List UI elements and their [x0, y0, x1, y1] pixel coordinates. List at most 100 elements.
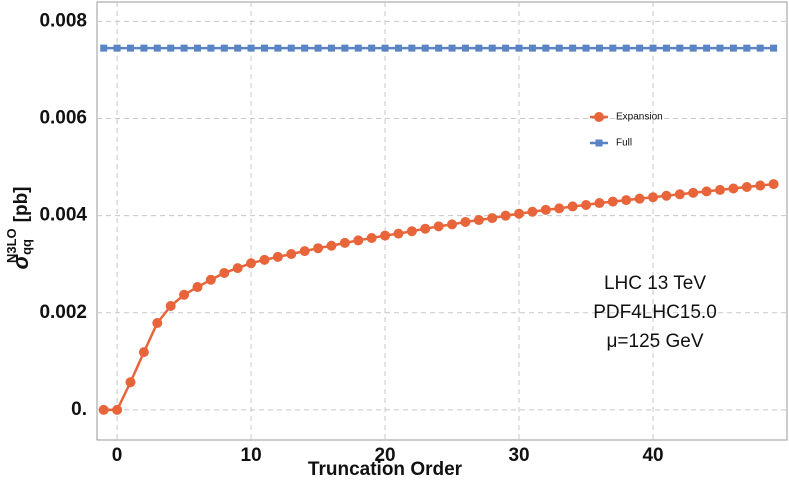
point: [125, 377, 136, 388]
x-axis-label: Truncation Order: [308, 459, 463, 480]
point: [554, 203, 565, 214]
marks: [98, 44, 779, 415]
point: [527, 206, 538, 217]
point: [487, 213, 498, 224]
y-tick-label: 0.006: [39, 108, 87, 129]
point: [581, 199, 592, 210]
point: [259, 254, 270, 265]
point: [327, 44, 335, 52]
point: [634, 193, 645, 204]
point: [743, 44, 751, 52]
y-label-superscript: N3LO: [4, 228, 19, 263]
point: [314, 44, 322, 52]
point: [729, 44, 737, 52]
point: [260, 44, 268, 52]
point: [113, 44, 121, 52]
point: [622, 44, 630, 52]
point: [447, 219, 458, 230]
point: [138, 347, 149, 358]
point: [728, 183, 739, 194]
point: [205, 274, 216, 285]
point: [542, 44, 550, 52]
point: [193, 44, 201, 52]
point: [381, 44, 389, 52]
point: [366, 232, 377, 243]
point: [609, 44, 617, 52]
point: [287, 44, 295, 52]
point: [661, 190, 672, 201]
point: [674, 189, 685, 200]
legend-swatch: [595, 139, 603, 147]
point: [207, 44, 215, 52]
point: [421, 44, 429, 52]
y-tick-label: 0.004: [39, 205, 87, 226]
point: [662, 44, 670, 52]
point: [246, 258, 257, 269]
point: [339, 237, 350, 248]
x-tick-label: 10: [241, 445, 262, 466]
point: [180, 44, 188, 52]
point: [368, 44, 376, 52]
legend-swatch: [594, 112, 604, 122]
point: [326, 240, 337, 251]
point: [380, 230, 391, 241]
point: [770, 44, 778, 52]
y-label-unit: [pb]: [11, 186, 32, 222]
point: [716, 44, 724, 52]
point: [768, 179, 779, 190]
point: [152, 317, 163, 328]
point: [299, 246, 310, 257]
point: [567, 201, 578, 212]
point: [394, 44, 402, 52]
point: [192, 282, 203, 293]
point: [234, 44, 242, 52]
point: [98, 404, 109, 415]
point: [755, 180, 766, 191]
x-tick-label: 0: [112, 445, 123, 466]
point: [140, 44, 148, 52]
point: [153, 44, 161, 52]
y-label-symbol: σ: [8, 254, 33, 270]
point: [179, 289, 190, 300]
point: [247, 44, 255, 52]
plot-frame: [96, 1, 788, 441]
point: [272, 251, 283, 262]
grid: [97, 2, 787, 440]
y-tick-label: 0.002: [39, 302, 87, 323]
point: [100, 44, 108, 52]
legend-label: Expansion: [616, 112, 663, 123]
annotation: μ=125 GeV: [606, 331, 703, 352]
point: [353, 235, 364, 246]
point: [528, 44, 536, 52]
point: [220, 44, 228, 52]
point: [741, 182, 752, 193]
point: [112, 404, 123, 415]
annotation: PDF4LHC15.0: [593, 302, 717, 323]
point: [676, 44, 684, 52]
point: [621, 195, 632, 206]
point: [569, 44, 577, 52]
point: [354, 44, 362, 52]
point: [595, 44, 603, 52]
point: [689, 44, 697, 52]
point: [313, 243, 324, 254]
point: [475, 44, 483, 52]
point: [756, 44, 764, 52]
point: [715, 184, 726, 195]
point: [649, 44, 657, 52]
point: [435, 44, 443, 52]
point: [420, 223, 431, 234]
y-label-subscript: qq: [19, 239, 34, 255]
labels: 0. 0.002 0.004 0.006 0.008 0 10 20 30 40 Expansion…: [39, 10, 663, 466]
point: [461, 44, 469, 52]
x-tick-label: 30: [508, 445, 529, 466]
point: [515, 44, 523, 52]
point: [488, 44, 496, 52]
annotation: LHC 13 TeV: [604, 273, 706, 294]
point: [703, 44, 711, 52]
point: [165, 300, 176, 311]
point: [514, 208, 525, 219]
point: [636, 44, 644, 52]
y-axis-label: σqqN3LO [pb]: [4, 186, 34, 269]
